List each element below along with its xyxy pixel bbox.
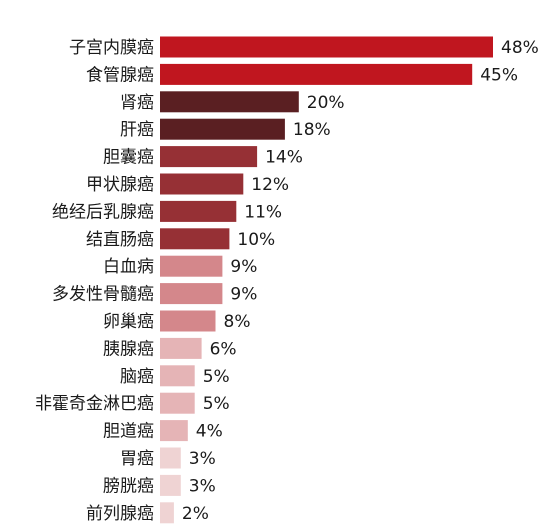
category-label-16: 膀胱癌 [103,476,154,496]
category-label-8: 白血病 [103,257,154,277]
category-label-10: 卵巢癌 [103,312,154,332]
bar-12 [160,365,195,387]
value-label-14: 4% [196,422,223,442]
bar-3 [160,118,285,140]
bar-16 [160,474,181,496]
value-label-8: 9% [230,257,257,277]
bar-11 [160,337,202,359]
value-label-13: 5% [203,394,230,414]
category-label-2: 肾癌 [120,93,154,113]
category-label-3: 肝癌 [120,120,154,140]
category-label-14: 胆道癌 [103,422,154,442]
bar-14 [160,420,188,442]
bar-13 [160,392,195,414]
value-label-2: 20% [307,93,345,113]
value-label-4: 14% [265,148,303,168]
value-label-5: 12% [251,175,289,195]
value-label-17: 2% [182,504,209,524]
bar-2 [160,91,299,113]
value-label-10: 8% [224,312,251,332]
bar-17 [160,502,174,524]
category-label-12: 脑癌 [120,367,154,387]
category-label-7: 结直肠癌 [86,230,154,250]
category-label-6: 绝经后乳腺癌 [52,202,154,222]
value-label-12: 5% [203,367,230,387]
value-label-9: 9% [230,285,257,305]
bar-8 [160,255,223,277]
category-label-11: 胰腺癌 [103,339,154,359]
bar-0 [160,36,493,58]
category-label-17: 前列腺癌 [86,504,154,524]
bar-4 [160,146,258,168]
category-label-0: 子宫内膜癌 [69,38,154,58]
category-label-15: 胃癌 [120,449,154,469]
bar-5 [160,173,244,195]
category-label-13: 非霍奇金淋巴癌 [35,394,154,414]
value-label-16: 3% [189,476,216,496]
bar-6 [160,200,237,222]
value-label-15: 3% [189,449,216,469]
value-label-7: 10% [237,230,275,250]
category-labels: 子宫内膜癌食管腺癌肾癌肝癌胆囊癌甲状腺癌绝经后乳腺癌结直肠癌白血病多发性骨髓癌卵… [35,38,154,524]
bar-10 [160,310,216,332]
value-label-1: 45% [480,65,518,85]
category-label-5: 甲状腺癌 [86,175,154,195]
bar-7 [160,228,230,250]
value-label-3: 18% [293,120,331,140]
category-label-9: 多发性骨髓癌 [52,285,154,305]
category-label-1: 食管腺癌 [86,65,154,85]
value-labels: 48% 45% 20% 18% 14% 12% 11% 10% 9% 9% 8% 6% 5% 5% 4% 3%… [182,38,539,524]
bar-1 [160,63,473,85]
value-label-6: 11% [244,202,282,222]
bars-group [160,36,493,524]
category-label-4: 胆囊癌 [103,148,154,168]
bar-9 [160,283,223,305]
value-label-11: 6% [210,339,237,359]
bar-15 [160,447,181,469]
value-label-0: 48% [501,38,539,58]
